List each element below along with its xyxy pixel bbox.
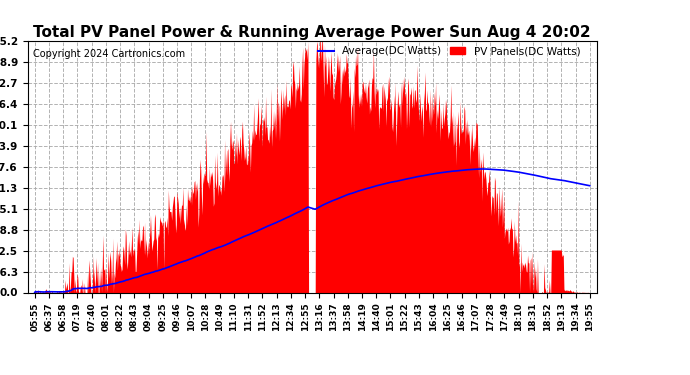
Title: Total PV Panel Power & Running Average Power Sun Aug 4 20:02: Total PV Panel Power & Running Average P…	[33, 25, 591, 40]
Text: Copyright 2024 Cartronics.com: Copyright 2024 Cartronics.com	[33, 49, 186, 59]
Legend: Average(DC Watts), PV Panels(DC Watts): Average(DC Watts), PV Panels(DC Watts)	[318, 46, 580, 57]
